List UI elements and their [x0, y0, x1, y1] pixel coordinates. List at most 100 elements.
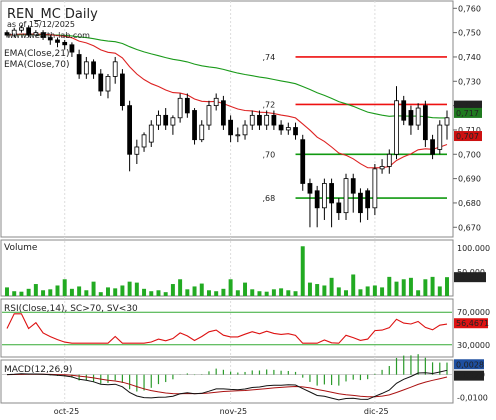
- candle-body: [199, 124, 205, 141]
- macd-badge-text: 0,0028: [456, 360, 484, 369]
- site-text: www.wealth-lab.com: [7, 31, 90, 40]
- candle-body: [401, 100, 407, 121]
- candle-body: [314, 190, 320, 209]
- ema70-line: [6, 34, 447, 119]
- volume-bar: [192, 286, 197, 296]
- level-label: ,70: [263, 150, 276, 159]
- rsi-layer: [2, 311, 452, 346]
- volume-bar: [134, 282, 139, 296]
- candle-body: [170, 117, 176, 126]
- price-tick-label: 0,670: [458, 223, 481, 232]
- volume-bar: [106, 287, 110, 296]
- candle-body: [177, 97, 183, 119]
- volume-tick-label: 100.000: [457, 244, 490, 253]
- candle-body: [55, 39, 60, 43]
- volume-bar: [5, 287, 9, 296]
- candle-body: [437, 124, 443, 150]
- volume-bar: [214, 291, 219, 296]
- volume-bar: [91, 281, 96, 296]
- candle-body: [271, 114, 277, 126]
- candle-body: [350, 178, 356, 194]
- volume-bar: [69, 288, 74, 296]
- macd-badge: [454, 370, 484, 381]
- candle-body: [336, 202, 342, 214]
- candle-body: [134, 146, 140, 155]
- candle-body: [278, 124, 284, 131]
- chart-title: REN_MC Daily: [7, 7, 98, 22]
- candle-body: [300, 139, 306, 184]
- candle-body: [98, 73, 104, 92]
- ema-lines: [6, 33, 448, 169]
- candle-body: [213, 97, 219, 107]
- volume-bar: [235, 290, 240, 296]
- volume-bar: [77, 286, 82, 296]
- volume-bar: [142, 288, 147, 296]
- ema21-line: [6, 33, 448, 169]
- volume-bar: [156, 290, 161, 296]
- candle-body: [69, 44, 75, 53]
- volume-bar: [416, 290, 421, 296]
- volume-bar: [387, 276, 392, 296]
- volume-bar: [408, 277, 413, 296]
- price-badge: [454, 100, 482, 111]
- candle-body: [264, 114, 270, 126]
- volume-bar: [300, 246, 305, 296]
- rsi-tick-label: 30,0000: [457, 341, 490, 350]
- candle-body: [422, 105, 428, 141]
- candle-body: [76, 54, 82, 75]
- candle-body: [163, 114, 169, 126]
- legend-ema70: EMA(Close,70): [4, 60, 69, 70]
- macd-panel-frame: [0, 359, 454, 404]
- candle-body: [221, 100, 226, 126]
- candle-body: [408, 110, 414, 126]
- rsi-panel-label: RSI(Close,14), SC>70, SV<30: [4, 304, 138, 314]
- candle-body: [394, 100, 399, 155]
- candle-body: [62, 41, 68, 46]
- price-badge-text: 0,720: [456, 102, 479, 111]
- candle-body: [379, 166, 385, 170]
- rsi-line: [6, 313, 448, 344]
- candle-body: [19, 27, 24, 31]
- volume-bar: [221, 288, 226, 296]
- volume-bar: [372, 285, 377, 296]
- candle-body: [4, 32, 10, 36]
- volume-bar: [163, 292, 168, 296]
- price-badge: [454, 107, 482, 118]
- volume-panel-label: Volume: [4, 243, 38, 253]
- candle-body: [257, 114, 262, 126]
- candle-body: [343, 178, 349, 214]
- volume-bar: [41, 290, 46, 296]
- volume-bar: [336, 287, 341, 296]
- candle-body: [307, 183, 313, 194]
- candle-body: [249, 114, 255, 126]
- volume-bar: [127, 281, 132, 296]
- volume-bar: [344, 290, 348, 296]
- volume-bar: [26, 288, 31, 296]
- volume-bar: [19, 291, 24, 296]
- candle-body: [184, 97, 190, 114]
- volume-bar: [120, 285, 125, 296]
- candle-body: [91, 61, 96, 75]
- level-label: ,72: [263, 100, 276, 109]
- price-tick-label: 0,680: [458, 199, 481, 208]
- volume-bar: [401, 279, 406, 296]
- volume-bar: [279, 288, 284, 296]
- date-text: as of 15/12/2025: [7, 20, 75, 29]
- candle-body: [156, 114, 161, 126]
- volume-bar: [445, 277, 449, 296]
- candle-body: [11, 29, 17, 36]
- candle-body: [47, 37, 53, 41]
- candle-body: [40, 32, 46, 38]
- candle-body: [365, 190, 371, 209]
- candle-body: [120, 73, 125, 107]
- candle-body: [228, 119, 233, 136]
- price-tick-label: 0,700: [458, 150, 481, 159]
- price-tick-label: 0,750: [458, 29, 481, 38]
- axis-labels: 0,760 0,750 0,740 0,730 0,720 0,710 0,700 0,690…: [54, 4, 490, 416]
- volume-bar: [315, 284, 320, 296]
- candle-body: [444, 117, 450, 126]
- volume-bar: [149, 291, 154, 296]
- rsi-badge: [454, 318, 488, 329]
- macd-badge: [454, 359, 484, 370]
